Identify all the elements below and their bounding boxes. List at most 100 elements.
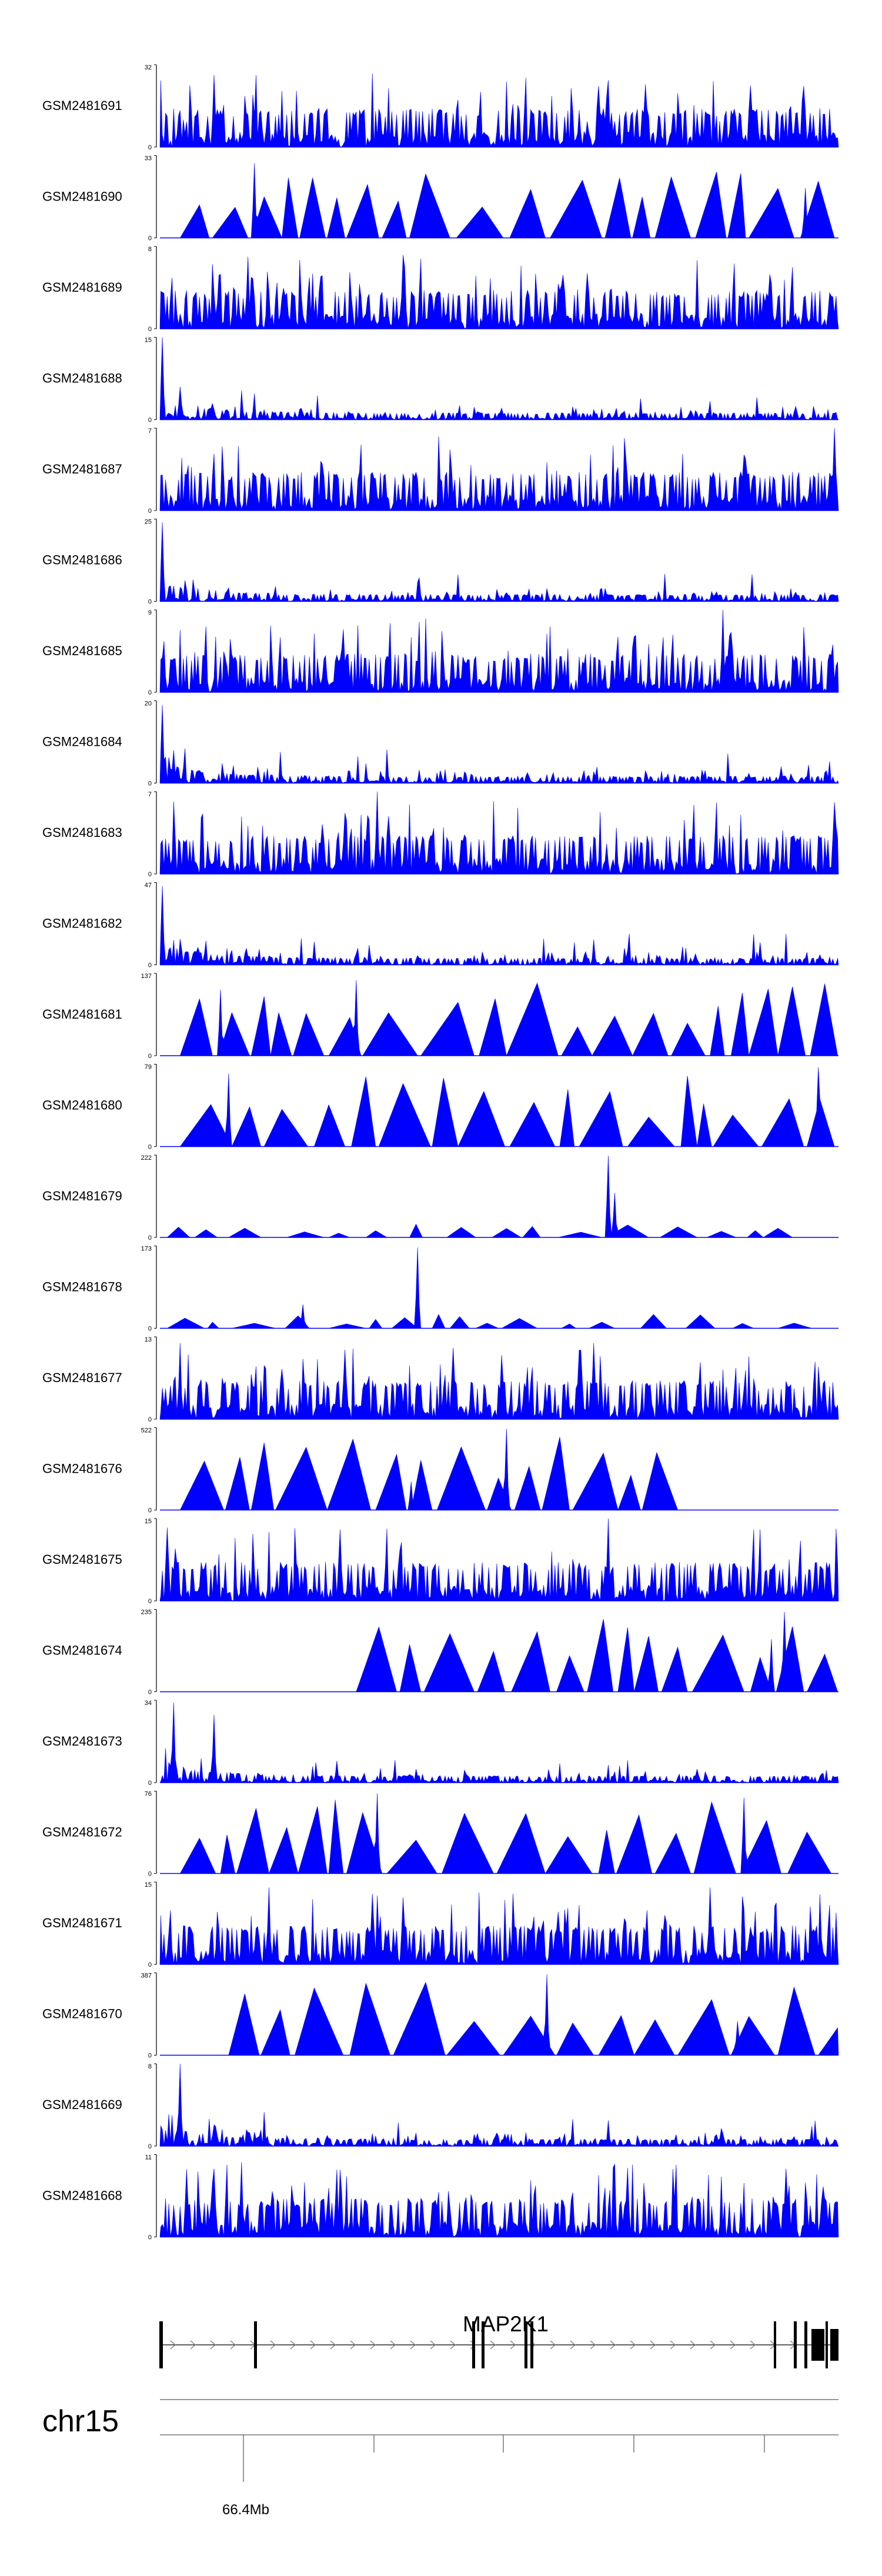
coverage-area (159, 1703, 839, 1784)
track: GSM2481683 7 0 (42, 791, 839, 878)
track-ymax-label: 47 (145, 882, 152, 889)
track-ymax-label: 15 (145, 1518, 152, 1525)
track: GSM2481691 32 0 (42, 64, 839, 151)
track-ymax-label: 79 (145, 1064, 152, 1071)
coverage-area (160, 1156, 838, 1238)
track-name: GSM2481671 (42, 1916, 122, 1930)
track: GSM2481679 222 0 (42, 1154, 838, 1242)
coverage-area (160, 1611, 838, 1692)
coverage-area (160, 1247, 838, 1329)
track-ymin-label: 0 (148, 1144, 152, 1151)
track-ymin-label: 0 (148, 780, 152, 788)
track-ymax-label: 222 (141, 1154, 152, 1162)
track-ymin-label: 0 (148, 1507, 152, 1514)
track-name: GSM2481689 (42, 280, 122, 295)
track: GSM2481688 15 0 (42, 337, 839, 424)
track-name: GSM2481687 (42, 462, 122, 476)
strand-arrow (350, 2340, 356, 2350)
track-ymin-label: 0 (148, 2234, 152, 2241)
track: GSM2481676 522 0 (42, 1427, 838, 1514)
strand-arrow (430, 2340, 436, 2350)
track-ymax-label: 8 (148, 2063, 152, 2070)
chromosome-axis: chr15 66.4Mb (42, 2399, 838, 2518)
track: GSM2481673 34 0 (42, 1700, 839, 1787)
track: GSM2481670 387 0 (42, 1973, 839, 2060)
track-name: GSM2481678 (42, 1280, 122, 1294)
strand-arrow (330, 2340, 336, 2350)
track-name: GSM2481682 (42, 916, 122, 931)
strand-arrow (690, 2340, 696, 2350)
track-ymax-label: 13 (145, 1336, 152, 1343)
strand-arrow (550, 2340, 556, 2350)
strand-arrow (710, 2340, 716, 2350)
track-ymax-label: 25 (145, 519, 152, 526)
coverage-area (159, 1887, 839, 1965)
strand-arrow (730, 2340, 736, 2350)
track-name: GSM2481688 (42, 371, 122, 386)
gene-track: MAP2K1 (159, 2312, 838, 2368)
track-ymin-label: 0 (148, 1689, 152, 1696)
gene-label: MAP2K1 (463, 2312, 549, 2336)
track: GSM2481689 8 0 (42, 246, 839, 333)
track-name: GSM2481683 (42, 825, 122, 840)
coverage-area (160, 1067, 838, 1147)
coverage-area (159, 428, 839, 511)
strand-arrow (490, 2340, 496, 2350)
strand-arrow (450, 2340, 456, 2350)
track-ymin-label: 0 (148, 1416, 152, 1423)
coverage-area (160, 1974, 839, 2056)
track-ymax-label: 7 (148, 428, 152, 435)
track-name: GSM2481679 (42, 1189, 122, 1203)
track-ymin-label: 0 (148, 599, 152, 606)
track-name: GSM2481680 (42, 1098, 122, 1113)
track-name: GSM2481677 (42, 1370, 122, 1385)
track-ymax-label: 7 (148, 791, 152, 798)
coverage-area (159, 1518, 839, 1601)
track: GSM2481669 8 0 (42, 2063, 839, 2150)
track: GSM2481675 15 0 (42, 1518, 839, 1605)
track-ymax-label: 235 (141, 1609, 152, 1616)
track-name: GSM2481668 (42, 2188, 122, 2203)
track-ymin-label: 0 (148, 1326, 152, 1333)
track-ymin-label: 0 (148, 417, 152, 424)
track-name: GSM2481681 (42, 1007, 122, 1022)
track-ymax-label: 8 (148, 246, 152, 253)
track-ymin-label: 0 (148, 1234, 152, 1242)
gene-exon (254, 2321, 257, 2368)
track: GSM2481680 79 0 (42, 1064, 838, 1151)
track-name: GSM2481684 (42, 735, 122, 749)
track-ymax-label: 15 (145, 337, 152, 344)
track: GSM2481685 9 0 (42, 609, 839, 696)
coverage-area (159, 705, 839, 784)
track-ymax-label: 137 (141, 973, 152, 980)
strand-arrow (370, 2340, 376, 2350)
strand-arrow (270, 2340, 276, 2350)
track-name: GSM2481672 (42, 1825, 122, 1840)
track-name: GSM2481669 (42, 2097, 122, 2112)
axis-tick-label: 66.4Mb (222, 2502, 269, 2518)
track-ymin-label: 0 (148, 235, 152, 242)
strand-arrow (650, 2340, 656, 2350)
strand-arrow (230, 2340, 236, 2350)
track-ymin-label: 0 (148, 1961, 152, 1968)
gene-exon (826, 2321, 828, 2368)
track-ymax-label: 9 (148, 609, 152, 616)
gene-exon (811, 2329, 824, 2361)
track-ymin-label: 0 (148, 508, 152, 515)
gene-exon (482, 2321, 485, 2368)
gene-exon (774, 2321, 776, 2368)
track-ymin-label: 0 (148, 871, 152, 878)
track-name: GSM2481676 (42, 1461, 122, 1476)
coverage-area (160, 1793, 838, 1874)
track-ymax-label: 522 (141, 1427, 152, 1434)
gene-exon (830, 2329, 838, 2361)
coverage-area (160, 163, 838, 239)
track-ymin-label: 0 (148, 2053, 152, 2060)
strand-arrow (390, 2340, 396, 2350)
coverage-tracks: GSM2481691320GSM2481690330GSM248168980GS… (42, 64, 839, 2241)
track-ymin-label: 0 (148, 1053, 152, 1060)
strand-arrow (510, 2340, 516, 2350)
strand-arrow (750, 2340, 756, 2350)
track-name: GSM2481685 (42, 643, 122, 658)
